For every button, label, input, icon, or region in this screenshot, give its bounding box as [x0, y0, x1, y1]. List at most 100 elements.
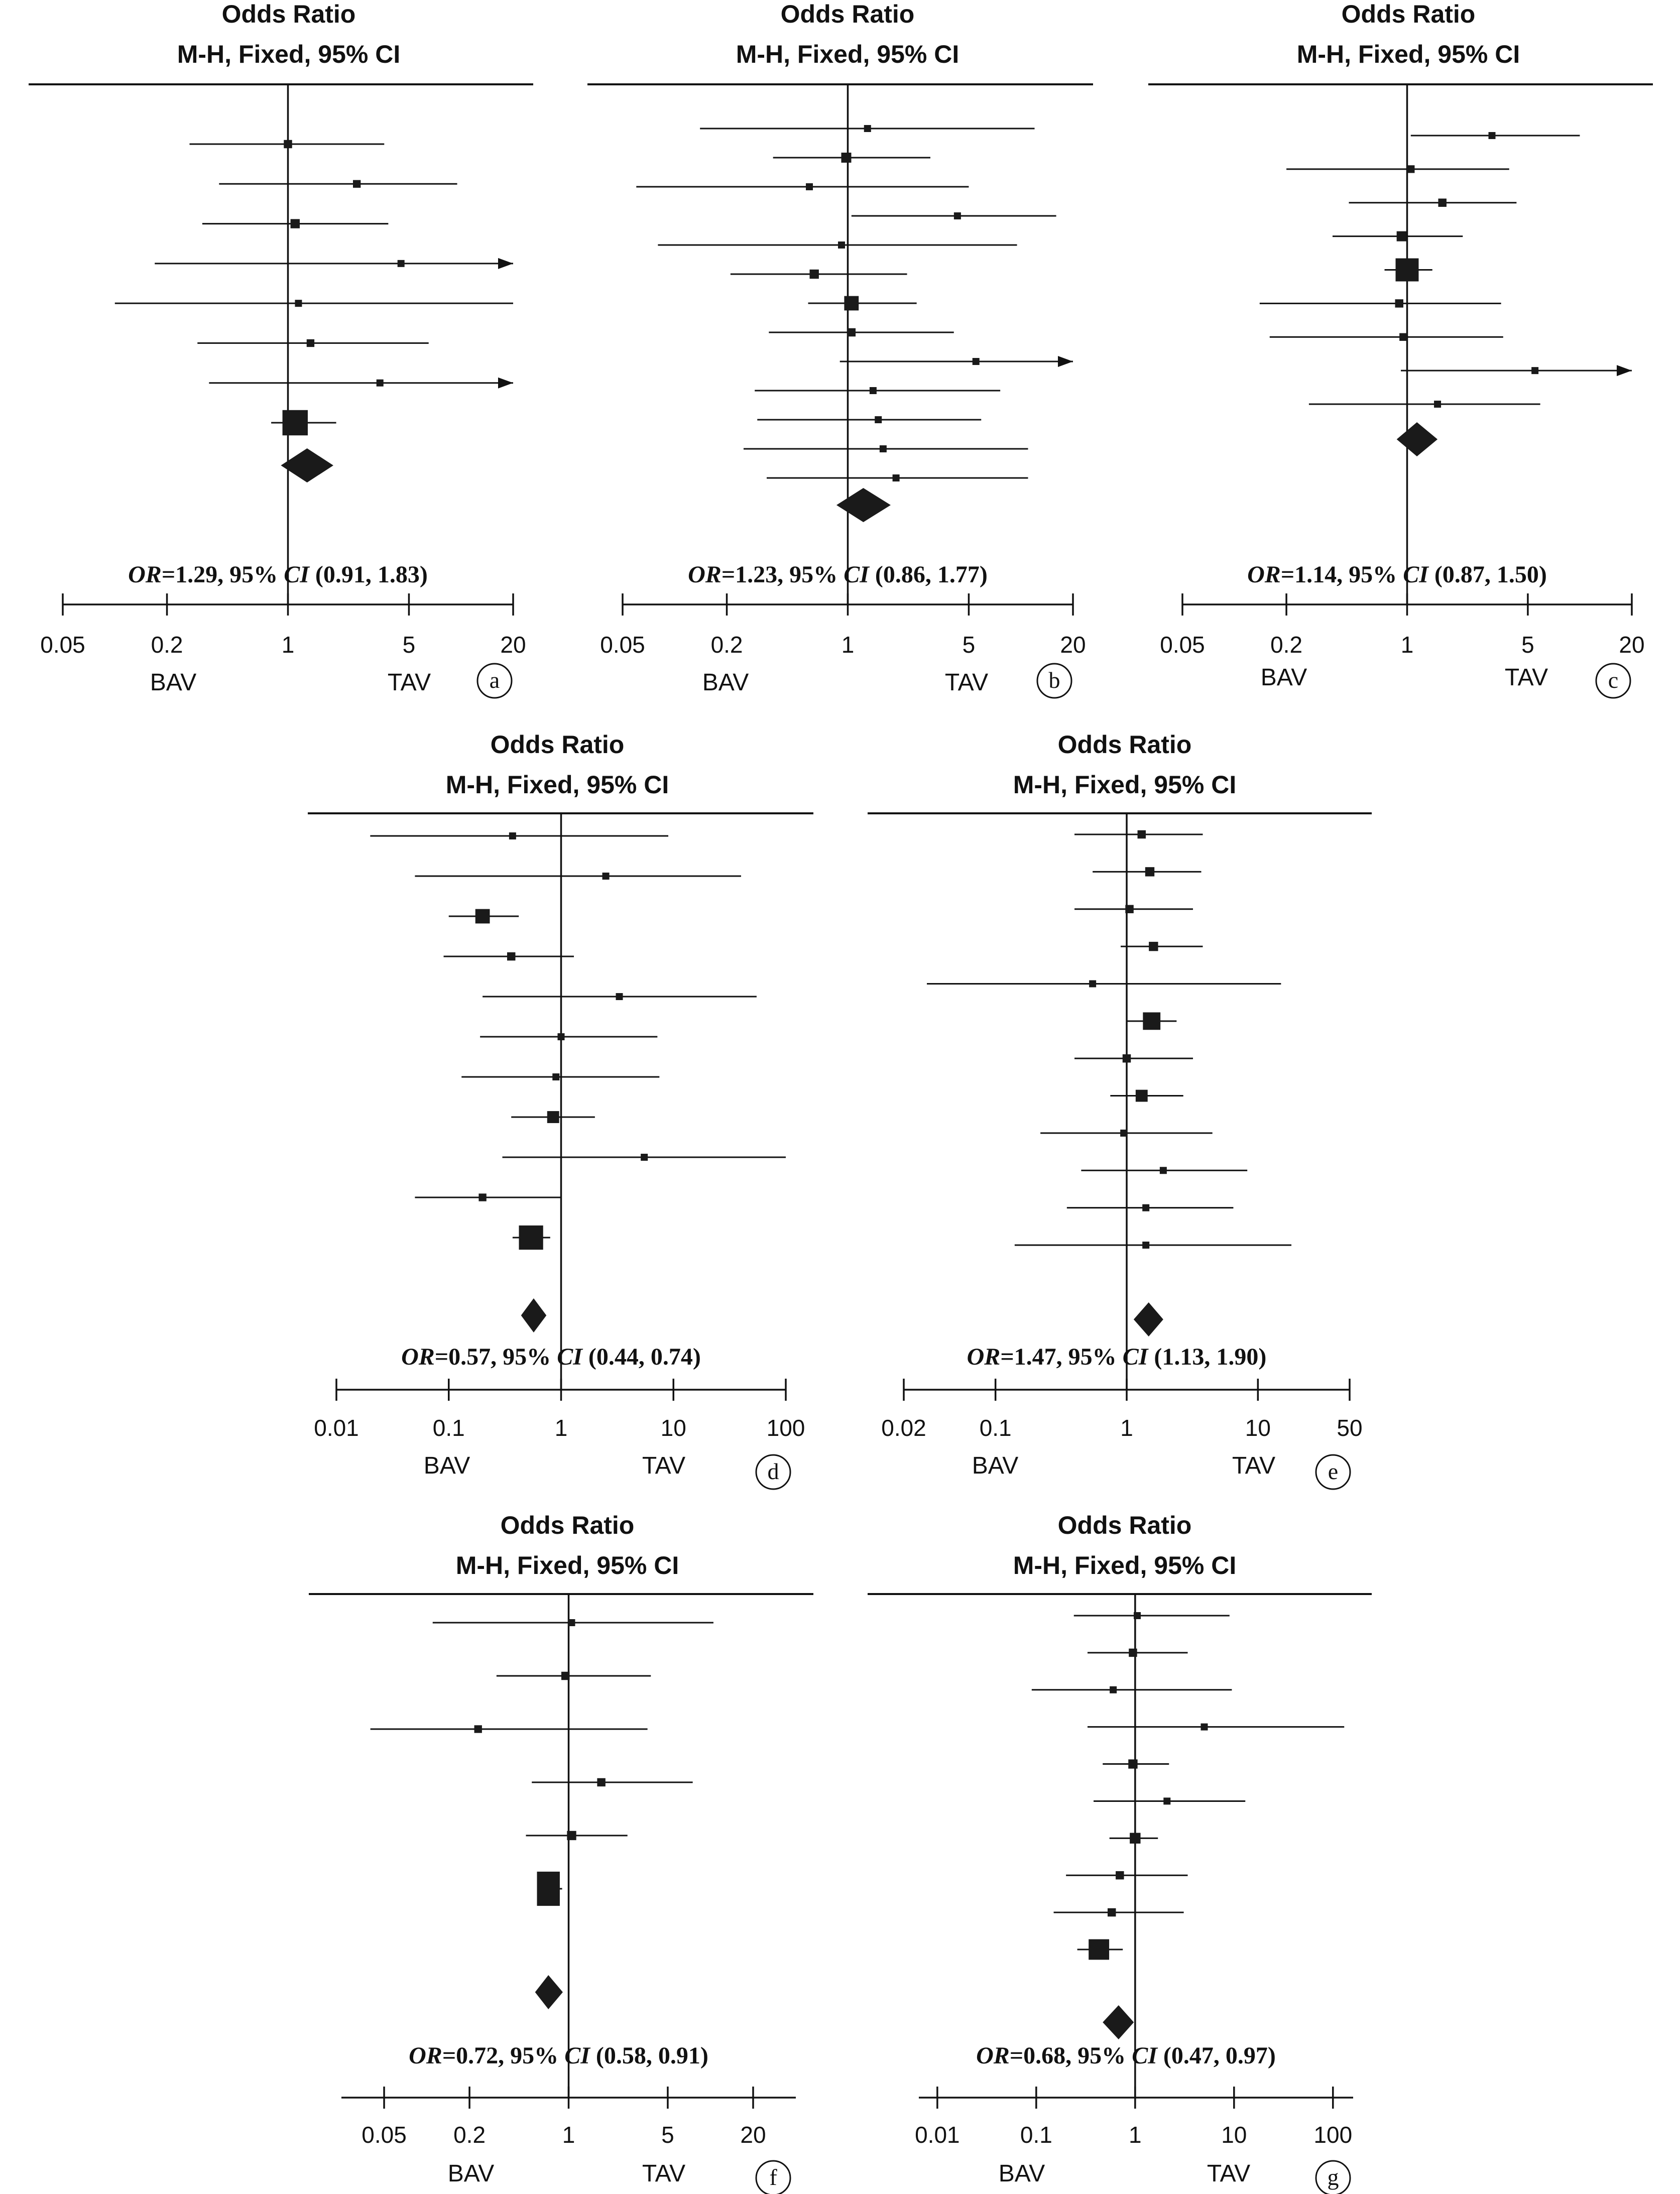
study-row: [808, 296, 917, 311]
study-point: [1395, 299, 1404, 308]
study-point: [1395, 258, 1419, 282]
ci-label: CI: [1123, 1344, 1149, 1370]
x-tick-label: 5: [661, 2122, 674, 2148]
x-tick-label: 0.05: [40, 632, 85, 658]
favours-bav-label: BAV: [150, 669, 196, 696]
panel-letter-circle: [755, 1454, 791, 1490]
study-point: [1434, 401, 1442, 408]
study-ci-arrow: [1617, 365, 1632, 377]
pooled-diamond: [1103, 2005, 1134, 2039]
panel-letter: f: [769, 2164, 777, 2190]
favours-bav-label: BAV: [999, 2160, 1045, 2187]
panel-letter: b: [1049, 667, 1060, 693]
study-point: [519, 1225, 543, 1250]
study-point: [474, 1725, 482, 1733]
x-tick-label: 0.2: [1270, 632, 1302, 658]
study-point: [557, 1033, 565, 1040]
study-row: [370, 832, 669, 839]
ci-label: CI: [557, 1344, 583, 1370]
x-tick-label: 100: [1313, 2122, 1352, 2148]
x-tick-label: 1: [1401, 632, 1414, 658]
pooled-summary: OR=1.47, 95% CI (1.13, 1.90): [967, 1344, 1267, 1370]
study-point: [1129, 1648, 1137, 1657]
study-point: [1137, 830, 1146, 839]
panel-letter: a: [490, 667, 500, 693]
favours-tav-label: TAV: [1207, 2160, 1250, 2187]
panel-letter-circle: [755, 2160, 791, 2194]
x-tick-label: 100: [767, 1415, 805, 1441]
or-label: OR: [1247, 561, 1281, 588]
study-ci-arrow: [498, 258, 513, 269]
panel-letter: c: [1608, 667, 1618, 693]
study-row: [755, 387, 1001, 394]
x-tick-label: 10: [1221, 2122, 1247, 2148]
study-point: [1143, 1012, 1161, 1030]
study-point: [1531, 367, 1539, 375]
study-row: [1074, 905, 1193, 913]
pooled-diamond: [1396, 422, 1438, 456]
study-point: [841, 153, 852, 163]
study-row: [189, 140, 385, 149]
header-method: M-H, Fixed, 95% CI: [1013, 1551, 1237, 1579]
x-tick-label: 0.2: [151, 632, 183, 658]
study-row: [1127, 1012, 1177, 1030]
study-row: [773, 153, 930, 163]
ci-value: (0.87, 1.50): [1428, 561, 1547, 588]
study-row: [480, 1033, 658, 1040]
study-point: [1142, 1242, 1150, 1249]
forest-panel-a: Odds Ratio M-H, Fixed, 95% CI OR=1.29, 95%…: [29, 0, 533, 699]
ci-label: CI: [284, 561, 310, 588]
study-point: [1135, 1089, 1148, 1102]
study-point: [1107, 1908, 1116, 1917]
header-odds-ratio: Odds Ratio: [501, 1511, 635, 1539]
pooled-summary: OR=1.23, 95% CI (0.86, 1.77): [688, 561, 988, 588]
study-row: [271, 410, 336, 436]
ci-value: (1.13, 1.90): [1148, 1344, 1266, 1370]
study-row: [219, 180, 457, 188]
x-tick-label: 20: [1619, 632, 1644, 658]
study-point: [1407, 165, 1415, 173]
panel-letter: e: [1328, 1458, 1338, 1484]
study-row: [1074, 830, 1203, 839]
study-point: [847, 328, 856, 337]
favours-bav-label: BAV: [424, 1452, 470, 1479]
study-row: [743, 445, 1028, 452]
study-row: [1053, 1908, 1184, 1917]
study-row: [526, 1831, 628, 1841]
study-point: [1163, 1797, 1171, 1805]
forest-panel-b: Odds Ratio M-H, Fixed, 95% CI OR=1.23, 95%…: [587, 0, 1093, 699]
x-tick-label: 1: [555, 1415, 568, 1441]
or-value: =1.47, 95%: [1000, 1344, 1122, 1370]
study-point: [537, 1871, 560, 1906]
forest-panel-c: Odds Ratio M-H, Fixed, 95% CI OR=1.14, 95%…: [1148, 0, 1653, 699]
or-label: OR: [401, 1344, 435, 1370]
study-point: [1145, 867, 1155, 877]
x-tick-label: 20: [740, 2122, 766, 2148]
study-row: [730, 269, 907, 279]
x-tick-label: 0.01: [314, 1415, 359, 1441]
study-point: [561, 1671, 570, 1680]
study-point: [806, 183, 813, 190]
study-point: [475, 909, 490, 924]
study-ci-arrow: [1058, 356, 1073, 367]
favours-bav-label: BAV: [972, 1452, 1018, 1479]
x-tick-label: 5: [403, 632, 416, 658]
or-value: =1.14, 95%: [1281, 561, 1403, 588]
study-row: [1077, 1939, 1123, 1960]
favours-tav-label: TAV: [642, 1452, 685, 1479]
pooled-diamond: [836, 488, 891, 522]
x-tick-label: 0.2: [711, 632, 743, 658]
or-value: =1.29, 95%: [162, 561, 284, 588]
header-method: M-H, Fixed, 95% CI: [1297, 40, 1520, 68]
study-row: [1269, 333, 1503, 341]
study-point: [552, 1073, 560, 1080]
study-row: [1110, 1089, 1183, 1102]
panel-letter-circle: [476, 663, 513, 699]
study-row: [461, 1073, 660, 1080]
ci-value: (0.44, 0.74): [582, 1344, 701, 1370]
favours-tav-label: TAV: [945, 669, 988, 696]
study-point: [1399, 333, 1407, 341]
study-point: [1201, 1723, 1208, 1731]
study-row: [1103, 1759, 1169, 1769]
